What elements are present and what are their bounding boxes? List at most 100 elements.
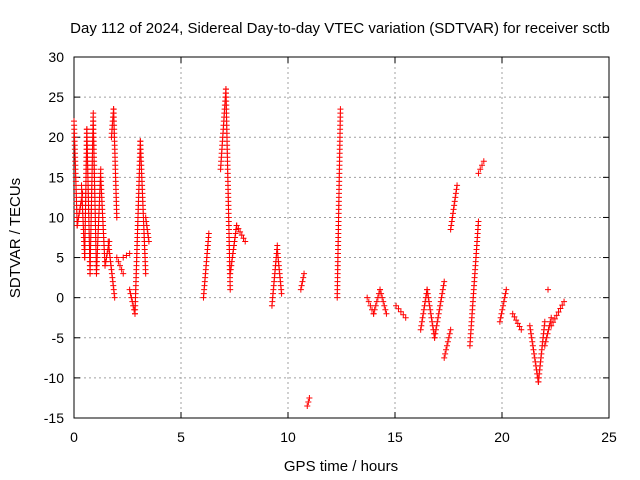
data-point <box>449 210 456 217</box>
data-point <box>475 170 482 177</box>
data-point <box>393 302 400 309</box>
data-point <box>438 294 445 301</box>
plot-frame <box>73 56 610 419</box>
data-point <box>427 310 434 317</box>
data-point <box>113 214 120 221</box>
data-point <box>555 308 562 315</box>
data-point <box>529 338 536 345</box>
x-tick-label: 15 <box>387 429 403 445</box>
data-point <box>120 270 127 277</box>
data-point <box>514 320 521 327</box>
data-point <box>231 238 238 245</box>
data-point <box>543 334 550 341</box>
data-point <box>437 298 444 305</box>
data-point <box>364 294 371 301</box>
data-point <box>424 290 431 297</box>
data-point <box>229 250 236 257</box>
data-point <box>526 322 533 329</box>
data-point <box>373 298 380 305</box>
data-point <box>144 230 151 237</box>
data-point <box>232 230 239 237</box>
data-point <box>559 302 566 309</box>
data-point <box>127 290 134 297</box>
data-point <box>227 266 234 273</box>
data-point <box>111 294 118 301</box>
data-point <box>227 270 234 277</box>
data-point <box>434 318 441 325</box>
data-point <box>418 322 425 329</box>
data-point <box>145 238 152 245</box>
data-point <box>452 194 459 201</box>
data-point <box>126 250 133 257</box>
x-tick-label: 20 <box>494 429 510 445</box>
data-points <box>71 86 568 409</box>
data-point <box>442 350 449 357</box>
data-point <box>544 330 551 337</box>
data-point <box>432 330 439 337</box>
data-point <box>372 302 379 309</box>
data-point <box>437 302 444 309</box>
data-point <box>367 302 374 309</box>
data-point <box>113 254 120 261</box>
data-point <box>503 286 510 293</box>
data-point <box>557 305 564 312</box>
y-tick-label: 10 <box>48 209 64 225</box>
data-point <box>447 226 454 233</box>
data-point <box>542 338 549 345</box>
data-point <box>477 166 484 173</box>
data-point <box>449 214 456 221</box>
data-point <box>541 318 548 325</box>
data-point <box>102 262 109 269</box>
data-point <box>120 254 127 261</box>
data-point <box>230 242 237 249</box>
data-point <box>380 298 387 305</box>
data-point <box>381 302 388 309</box>
data-point <box>440 282 447 289</box>
data-point <box>142 214 149 221</box>
axes <box>73 56 610 419</box>
data-point <box>379 294 386 301</box>
data-point <box>441 278 448 285</box>
x-tick-label: 5 <box>177 429 185 445</box>
data-point <box>145 234 152 241</box>
data-point <box>443 346 450 353</box>
data-point <box>378 290 385 297</box>
data-point <box>229 254 236 261</box>
data-point <box>425 298 432 305</box>
y-tick-label: 20 <box>48 129 64 145</box>
data-point <box>126 286 133 293</box>
data-point <box>305 398 312 405</box>
data-point <box>454 182 461 189</box>
data-point <box>74 222 81 229</box>
data-point <box>370 310 377 317</box>
data-point <box>144 226 151 233</box>
data-point <box>419 314 426 321</box>
y-tick-label: 5 <box>56 250 64 266</box>
data-point <box>143 222 150 229</box>
data-point <box>420 306 427 313</box>
y-axis-label: SDTVAR / TECUs <box>7 178 24 298</box>
data-point <box>448 218 455 225</box>
data-point <box>417 326 424 333</box>
y-tick-label: 15 <box>48 169 64 185</box>
data-point <box>530 346 537 353</box>
data-point <box>421 302 428 309</box>
data-point <box>531 354 538 361</box>
data-point <box>299 278 306 285</box>
data-point <box>497 314 504 321</box>
y-tick-label: -10 <box>44 370 64 386</box>
data-point <box>123 252 130 259</box>
data-point <box>450 206 457 213</box>
chart-title: Day 112 of 2024, Sidereal Day-to-day VTE… <box>70 20 610 37</box>
x-tick-label: 0 <box>70 429 78 445</box>
data-point <box>383 310 390 317</box>
data-point <box>541 342 548 349</box>
data-point <box>298 282 305 289</box>
data-point <box>433 322 440 329</box>
data-point <box>297 286 304 293</box>
data-point <box>205 230 212 237</box>
data-point <box>235 225 242 232</box>
data-point <box>550 319 557 326</box>
data-point <box>529 342 536 349</box>
